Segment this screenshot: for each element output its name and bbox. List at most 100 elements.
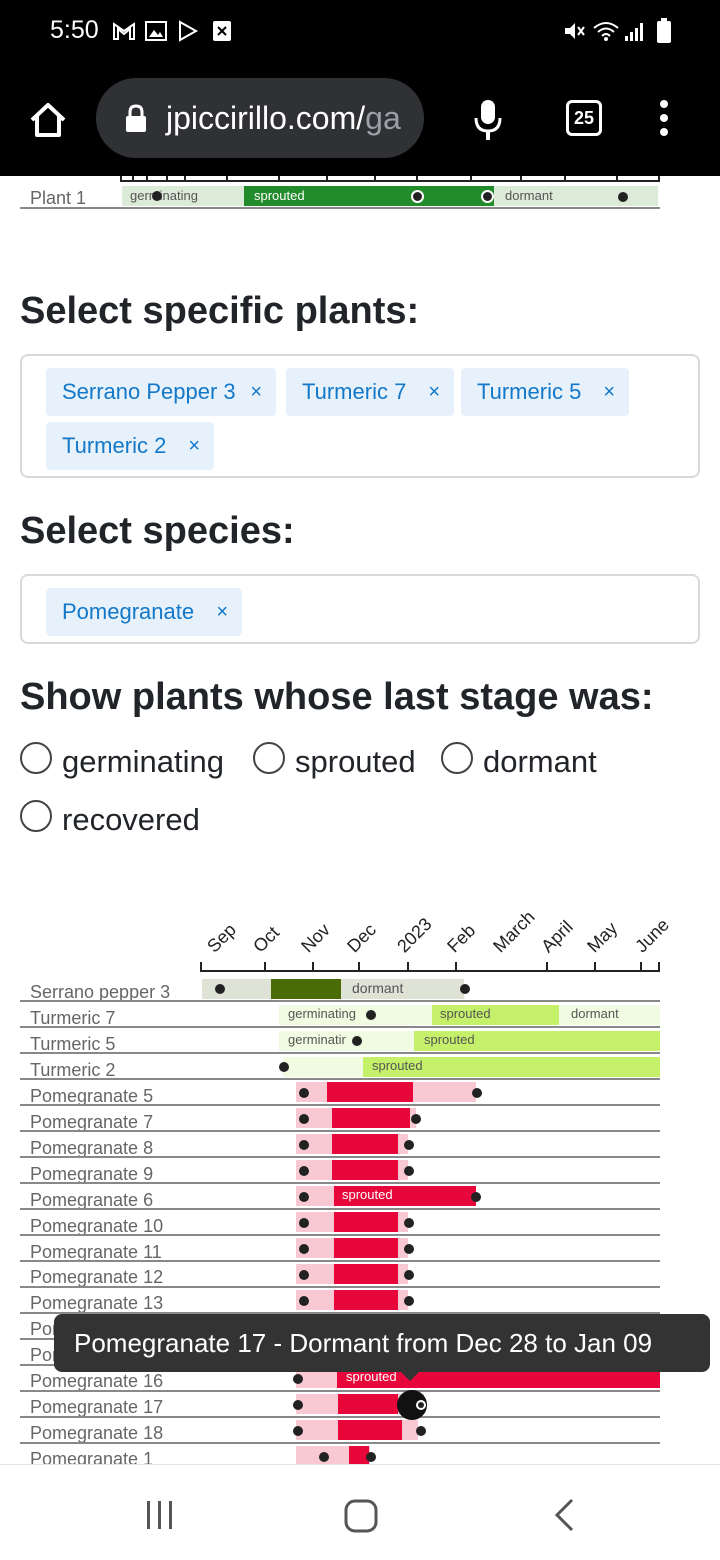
plant-tag[interactable]: Turmeric 2 × (46, 422, 214, 470)
pom-dot[interactable] (299, 1088, 309, 1098)
pom-sprouted-bar[interactable] (338, 1394, 398, 1414)
plant-tag[interactable]: Turmeric 7 × (286, 368, 454, 416)
top-chart-axis (120, 176, 660, 182)
month-label: Oct (249, 922, 284, 957)
pom-dot[interactable] (404, 1140, 414, 1150)
axis-tick (640, 962, 642, 972)
remove-tag-icon[interactable]: × (250, 381, 262, 403)
p16-sprouted-label: sprouted (346, 1369, 397, 1384)
pom-dot[interactable] (404, 1296, 414, 1306)
pom-dot[interactable] (299, 1270, 309, 1280)
remove-tag-icon[interactable]: × (603, 381, 615, 403)
home-nav-icon[interactable] (344, 1499, 378, 1538)
pom-dot[interactable] (366, 1452, 376, 1462)
pom-dot[interactable] (293, 1426, 303, 1436)
t7-dot[interactable] (366, 1010, 376, 1020)
radio-dormant[interactable] (441, 742, 473, 774)
pom-sprouted-bar[interactable] (334, 1212, 398, 1232)
pom-dot[interactable] (299, 1218, 309, 1228)
t2-dot[interactable] (279, 1062, 289, 1072)
pom-dot[interactable] (418, 1402, 424, 1408)
top-dot[interactable] (152, 191, 162, 201)
month-label: Feb (443, 920, 480, 957)
top-dormant-bar[interactable] (494, 186, 658, 206)
pom-sprouted-bar[interactable] (334, 1264, 398, 1284)
radio-germinating[interactable] (20, 742, 52, 774)
plant-tag[interactable]: Turmeric 5 × (461, 368, 629, 416)
pom-dot[interactable] (299, 1114, 309, 1124)
pom-dot[interactable] (293, 1400, 303, 1410)
pom-dot[interactable] (293, 1374, 303, 1384)
address-bar[interactable]: jpiccirillo.com/ga (96, 78, 424, 158)
pom-dot[interactable] (471, 1192, 481, 1202)
row-separator (20, 1078, 660, 1080)
pom-dot[interactable] (299, 1244, 309, 1254)
pom-dot[interactable] (404, 1166, 414, 1176)
top-chart-row-line (20, 207, 660, 209)
microphone-icon[interactable] (472, 98, 504, 147)
row-separator (20, 1130, 660, 1132)
pom-sprouted-bar[interactable] (332, 1134, 398, 1154)
pom-sprouted-bar[interactable] (332, 1160, 398, 1180)
top-dot[interactable] (618, 192, 628, 202)
top-dormant-label: dormant (505, 188, 553, 203)
pom-sprouted-bar[interactable] (327, 1082, 413, 1102)
radio-label-sprouted[interactable]: sprouted (295, 744, 416, 779)
back-icon[interactable] (552, 1497, 576, 1538)
plant-tag[interactable]: Serrano Pepper 3 × (46, 368, 276, 416)
pom-dot[interactable] (299, 1296, 309, 1306)
top-dot[interactable] (481, 190, 494, 203)
pom-dot[interactable] (411, 1114, 421, 1124)
remove-tag-icon[interactable]: × (188, 435, 200, 457)
plant-tag-label: Turmeric 2 (62, 433, 167, 458)
pom-sprouted-bar[interactable] (332, 1108, 410, 1128)
remove-tag-icon[interactable]: × (216, 601, 228, 623)
radio-label-germinating[interactable]: germinating (62, 744, 224, 779)
recent-apps-icon[interactable] (144, 1499, 176, 1536)
gmail-icon (112, 20, 136, 47)
lock-icon (124, 104, 148, 139)
pom-sprouted-bar[interactable] (334, 1186, 476, 1206)
axis-tick (264, 962, 266, 972)
row-separator (20, 1390, 660, 1392)
timeline-chart: Sep Oct Nov Dec 2023 Feb March April May… (0, 176, 720, 1464)
pom-dot[interactable] (299, 1192, 309, 1202)
radio-sprouted[interactable] (253, 742, 285, 774)
pom-sprouted-bar[interactable] (334, 1238, 398, 1258)
pom-sprouted-bar[interactable] (338, 1420, 402, 1440)
row-label: Pomegranate 6 (30, 1190, 154, 1210)
pom-dot[interactable] (416, 1426, 426, 1436)
t7-sprouted-bar[interactable] (432, 1005, 559, 1025)
month-label: Dec (343, 919, 380, 957)
t2-sprouted-bar[interactable] (363, 1057, 660, 1077)
radio-label-recovered[interactable]: recovered (62, 802, 200, 837)
more-menu-icon[interactable] (656, 98, 672, 143)
t5-sprouted-bar[interactable] (414, 1031, 660, 1051)
pom-dot[interactable] (404, 1270, 414, 1280)
radio-label-dormant[interactable]: dormant (483, 744, 597, 779)
top-sprouted-bar[interactable] (244, 186, 494, 206)
home-icon[interactable] (28, 100, 68, 145)
t5-dot[interactable] (352, 1036, 362, 1046)
species-multiselect[interactable]: Pomegranate × (20, 574, 700, 644)
serrano-dot[interactable] (460, 984, 470, 994)
pom-dot[interactable] (472, 1088, 482, 1098)
pom-sprouted-bar[interactable] (349, 1446, 369, 1464)
species-tag[interactable]: Pomegranate × (46, 588, 242, 636)
url-text[interactable]: jpiccirillo.com/ga (166, 100, 401, 137)
top-germinating-bar[interactable] (122, 186, 244, 206)
radio-recovered[interactable] (20, 800, 52, 832)
pom-sprouted-bar[interactable] (334, 1290, 398, 1310)
pom-dot[interactable] (299, 1140, 309, 1150)
month-label: Sep (203, 919, 240, 957)
serrano-sprouted-bar[interactable] (271, 979, 341, 999)
top-dot[interactable] (411, 190, 424, 203)
plants-multiselect[interactable]: Serrano Pepper 3 × Turmeric 7 × Turmeric… (20, 354, 700, 478)
remove-tag-icon[interactable]: × (428, 381, 440, 403)
pom-dot[interactable] (299, 1166, 309, 1176)
pom-dot[interactable] (404, 1218, 414, 1228)
pom-dot[interactable] (404, 1244, 414, 1254)
serrano-dot[interactable] (215, 984, 225, 994)
tab-switcher-button[interactable]: 25 (566, 100, 602, 136)
pom-dot[interactable] (319, 1452, 329, 1462)
